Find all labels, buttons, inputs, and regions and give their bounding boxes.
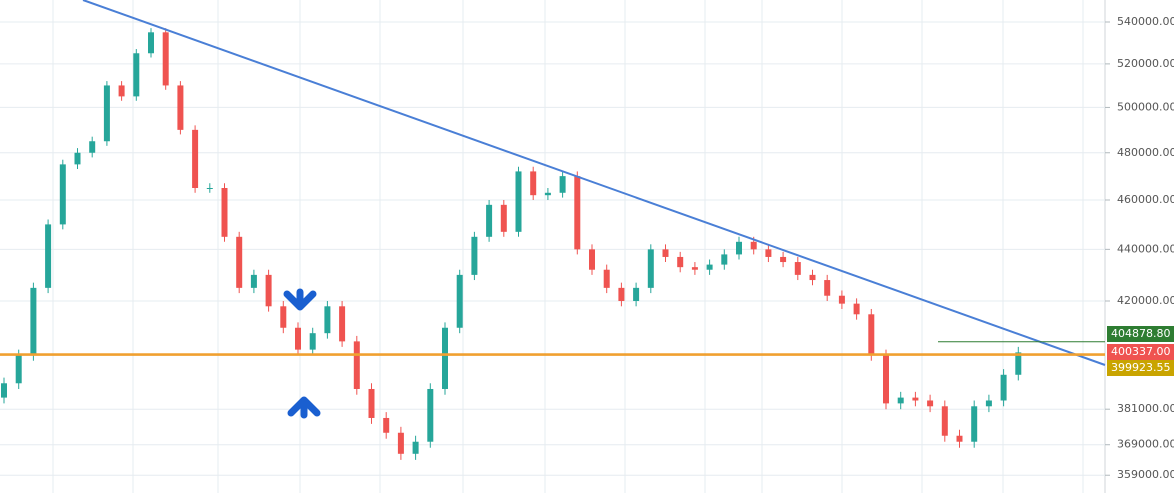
candle-body [148,32,154,54]
candle-body [618,287,625,302]
candle-body [691,267,698,270]
candle-body [897,397,904,404]
price-badge-label: 400337.00 [1111,345,1171,358]
candle-body [162,32,169,86]
candle-body [794,262,801,275]
candle-body [1,383,7,398]
candle-body [1015,352,1022,375]
trend-line [82,0,1106,366]
candle-body [368,388,375,418]
candle-body [250,274,257,288]
candle-body [603,269,610,288]
price-badge-label: 399923.55 [1111,361,1171,374]
candle-body [853,303,860,315]
candle-body [721,254,728,265]
candle-body [471,236,478,275]
candle-body [515,171,522,232]
candle-body [397,432,404,454]
candle-body [750,241,757,250]
candle-body [118,85,125,97]
y-tick-label: 460000.00 [1117,193,1174,206]
y-tick-label: 440000.00 [1117,242,1174,255]
candle-body [236,236,243,288]
candle-body [133,53,140,97]
candle-body [324,306,331,334]
price-badge [1107,344,1174,360]
arrow-icon [283,288,317,311]
candle-body [633,287,640,302]
candle-body [544,192,551,196]
arrow-shape [283,288,317,311]
candle-body [809,274,816,281]
candle-body [309,333,316,350]
arrow-shape [287,396,321,419]
arrow-icon [287,396,321,419]
candle-body [559,176,566,193]
candle-body [765,249,772,257]
y-tick-label: 381000.00 [1117,402,1174,415]
price-badge-label: 404878.80 [1111,327,1171,340]
candle-body [736,241,742,255]
price-badge [1107,326,1174,342]
candle-body [647,249,654,288]
candle-body [206,187,213,189]
candle-body [89,141,96,153]
candle-body [706,264,713,270]
candle-body [383,417,390,433]
vertical-grid [52,0,1084,493]
candle-body [486,204,493,237]
candle-body [45,224,52,288]
y-tick-label: 540000.00 [1117,15,1174,28]
candle-body [353,341,360,389]
candle-body [412,441,419,454]
candle-body [589,249,595,270]
y-tick-label: 480000.00 [1117,146,1174,159]
y-tick-label: 359000.00 [1117,468,1174,481]
candle-body [1000,374,1007,401]
candle-body [956,435,963,442]
candle-body [456,274,463,328]
candle-body [192,129,199,188]
candle-body [339,306,346,342]
candle-body [74,152,81,165]
candle-body [677,256,684,268]
candle-body [662,249,669,257]
candle-body [838,295,845,304]
candle-body [971,406,978,442]
candle-body [530,171,537,196]
candle-body [500,204,507,232]
y-tick-label: 500000.00 [1117,100,1174,113]
candle-body [103,85,110,142]
candle-body [912,397,919,401]
y-tick-label: 369000.00 [1117,438,1174,451]
candle-body [177,85,184,130]
candle-body [15,355,22,384]
candle-body [883,355,889,404]
y-tick-label: 520000.00 [1117,57,1174,70]
price-badge [1107,360,1174,376]
candle-body [59,164,66,225]
candle-body [824,280,831,296]
candle-body [574,176,581,250]
candle-body [868,314,875,356]
candle-body [442,327,448,389]
candle-body [221,187,228,237]
candle-body [427,388,434,442]
candle-body [30,287,37,356]
candle-body [280,306,287,328]
candle-body [927,400,934,407]
candle-body [985,400,992,407]
candle-body [780,256,787,263]
candle-body [941,406,948,436]
candle-body [295,327,301,350]
candle-body [265,274,272,307]
y-tick-label: 420000.00 [1117,294,1174,307]
